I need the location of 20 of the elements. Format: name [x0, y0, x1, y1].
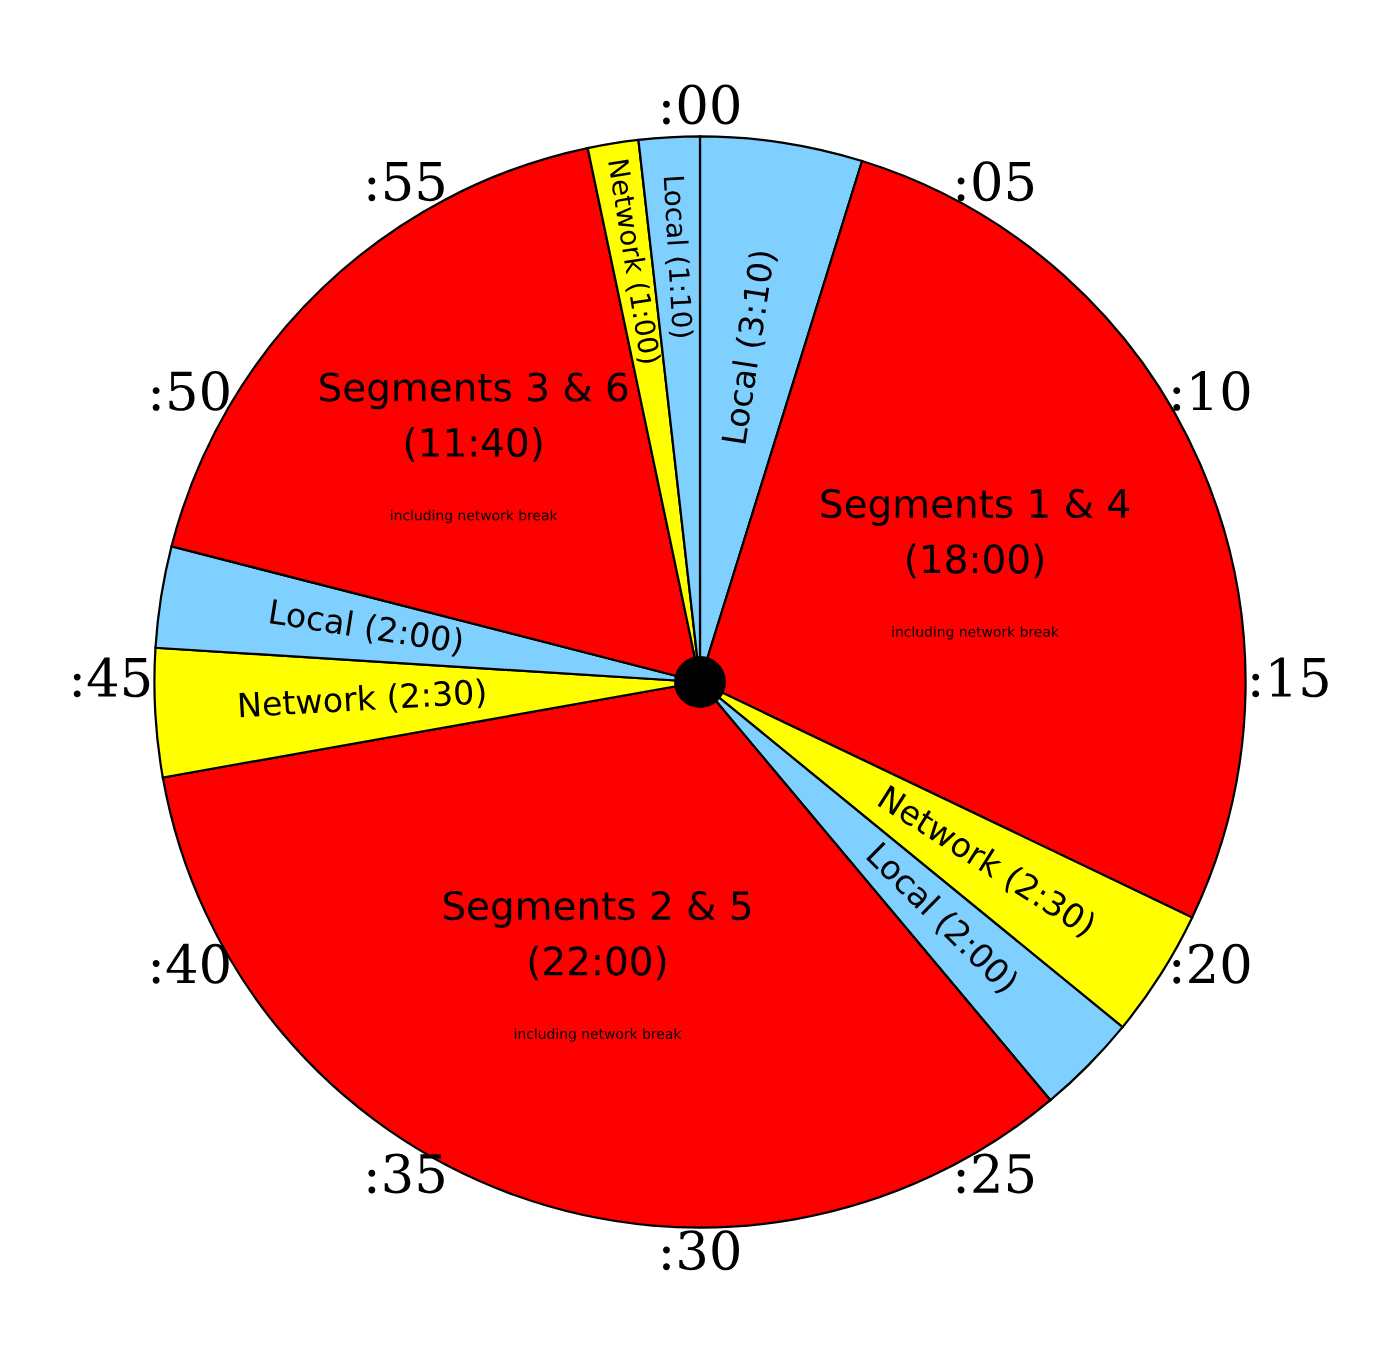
text: :30	[663, 1230, 739, 1271]
text: :50	[152, 370, 229, 411]
text: :20	[1173, 943, 1250, 984]
text: :55	[368, 161, 444, 202]
text: :10	[1173, 370, 1250, 411]
slice-label: Segments 3 & 6 (11:40)	[320, 372, 628, 462]
text: :05	[957, 161, 1034, 202]
slice-label: Local (1:10)	[660, 176, 694, 338]
text: :35	[368, 1153, 444, 1194]
slice-label: Local (3:10)	[720, 250, 779, 445]
text: :45	[73, 657, 150, 698]
slice-label: Segments 2 & 5 (22:00)	[443, 890, 751, 981]
slice-label: Network (2:30)	[239, 678, 486, 722]
text: :15	[1252, 657, 1328, 698]
text: :40	[152, 943, 229, 984]
slice-label: Local (2:00)	[269, 598, 464, 658]
text: :00	[663, 84, 739, 125]
slice-label: Segments 1 & 4 (18:00)	[821, 488, 1129, 579]
slice-label: Network (1:00)	[604, 159, 662, 365]
text: :25	[957, 1153, 1034, 1194]
